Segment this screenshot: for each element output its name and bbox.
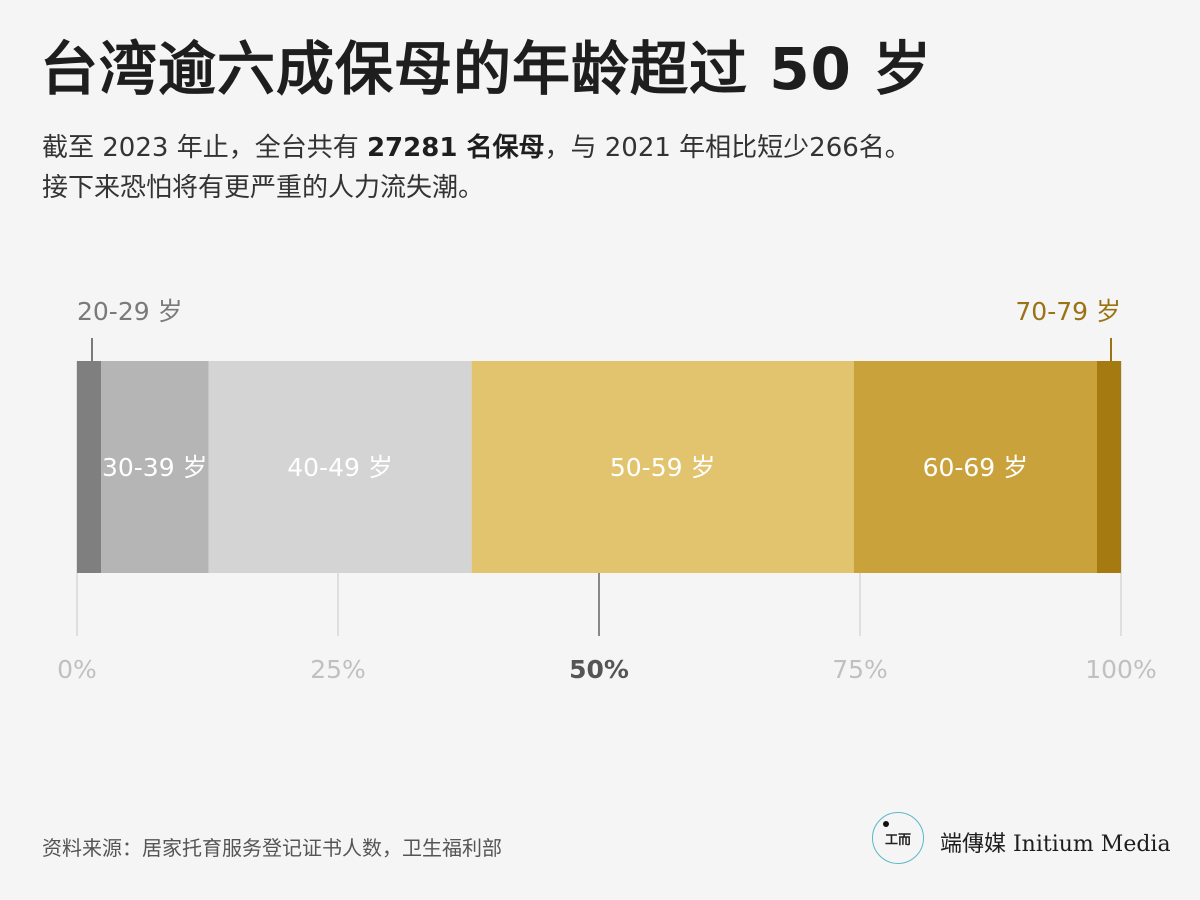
brand-name: 端傳媒 Initium Media xyxy=(940,832,1171,857)
callout-label-0: 20-29 岁 xyxy=(77,297,183,326)
callout-label-5: 70-79 岁 xyxy=(1015,297,1121,326)
subtitle: 截至 2023 年止，全台共有 27281 名保母，与 2021 年相比短少26… xyxy=(42,128,911,208)
tick-label-50: 50% xyxy=(569,655,629,684)
bar-segment-1 xyxy=(101,361,209,573)
bar-segment-0 xyxy=(77,361,102,573)
subtitle-line2: 接下来恐怕将有更严重的人力流失潮。 xyxy=(42,173,485,203)
bar-segment-5 xyxy=(1096,361,1121,573)
segment-label-1: 30-39 岁 xyxy=(102,453,208,482)
subtitle-line1-a: 截至 2023 年止，全台共有 xyxy=(42,133,367,163)
bar-segment-2 xyxy=(208,361,472,573)
segment-label-2: 40-49 岁 xyxy=(287,453,393,482)
segment-label-3: 50-59 岁 xyxy=(610,453,716,482)
tick-label-75: 75% xyxy=(832,655,888,684)
tick-label-100: 100% xyxy=(1085,655,1156,684)
tick-label-25: 25% xyxy=(310,655,366,684)
initium-logo-icon: 工而 xyxy=(872,812,924,864)
subtitle-line1-bold: 27281 名保母 xyxy=(366,133,545,163)
bar-segment-3 xyxy=(471,361,854,573)
subtitle-line1-b: ，与 2021 年相比短少266名。 xyxy=(544,133,911,163)
bar-segment-4 xyxy=(853,361,1097,573)
source-note: 资料来源：居家托育服务登记证书人数，卫生福利部 xyxy=(42,836,502,860)
tick-label-0: 0% xyxy=(57,655,97,684)
logo-text: 工而 xyxy=(884,832,911,848)
segment-label-4: 60-69 岁 xyxy=(923,453,1029,482)
page-title: 台湾逾六成保母的年龄超过 50 岁 xyxy=(40,35,933,103)
